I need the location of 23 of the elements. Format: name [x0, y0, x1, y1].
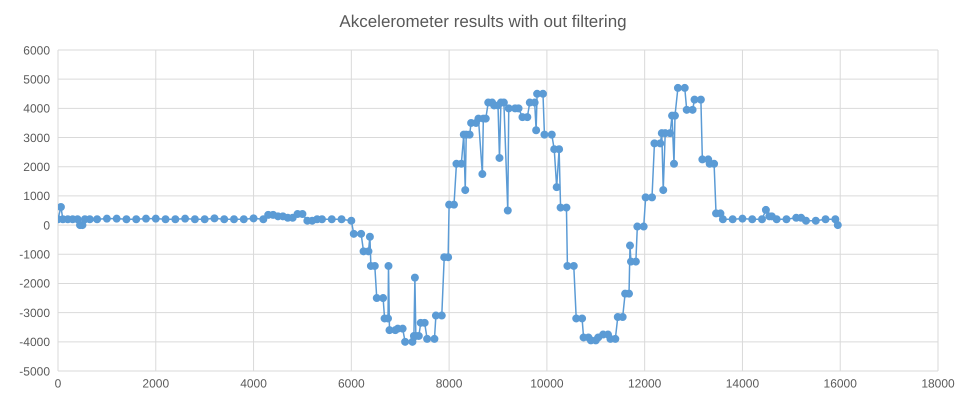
y-tick-label: 0 — [43, 218, 50, 232]
x-tick-label: 0 — [54, 376, 62, 391]
x-tick-label: 6000 — [338, 376, 366, 391]
y-tick-label: 4000 — [23, 102, 50, 116]
y-tick-label: -2000 — [19, 276, 50, 291]
x-tick-label: 2000 — [142, 376, 170, 391]
x-tick-label: 8000 — [436, 376, 463, 391]
x-tick-label: 10000 — [530, 376, 564, 391]
y-tick-label: 6000 — [23, 43, 50, 58]
y-tick-label: 1000 — [23, 189, 50, 204]
y-tick-label: -5000 — [19, 364, 50, 378]
x-tick-label: 4000 — [240, 376, 268, 391]
y-tick-label: -3000 — [19, 306, 50, 320]
y-tick-label: 2000 — [23, 160, 50, 174]
x-tick-label: 16000 — [824, 376, 858, 391]
y-tick-label: -4000 — [19, 335, 50, 350]
y-tick-label: 3000 — [23, 130, 50, 145]
x-tick-label: 18000 — [921, 376, 956, 391]
x-tick-label: 14000 — [726, 376, 760, 391]
y-tick-label: 5000 — [23, 72, 50, 86]
chart-title: Akcelerometer results with out filtering — [338, 11, 628, 33]
x-tick-label: 12000 — [628, 376, 662, 391]
y-tick-label: -1000 — [19, 248, 50, 262]
